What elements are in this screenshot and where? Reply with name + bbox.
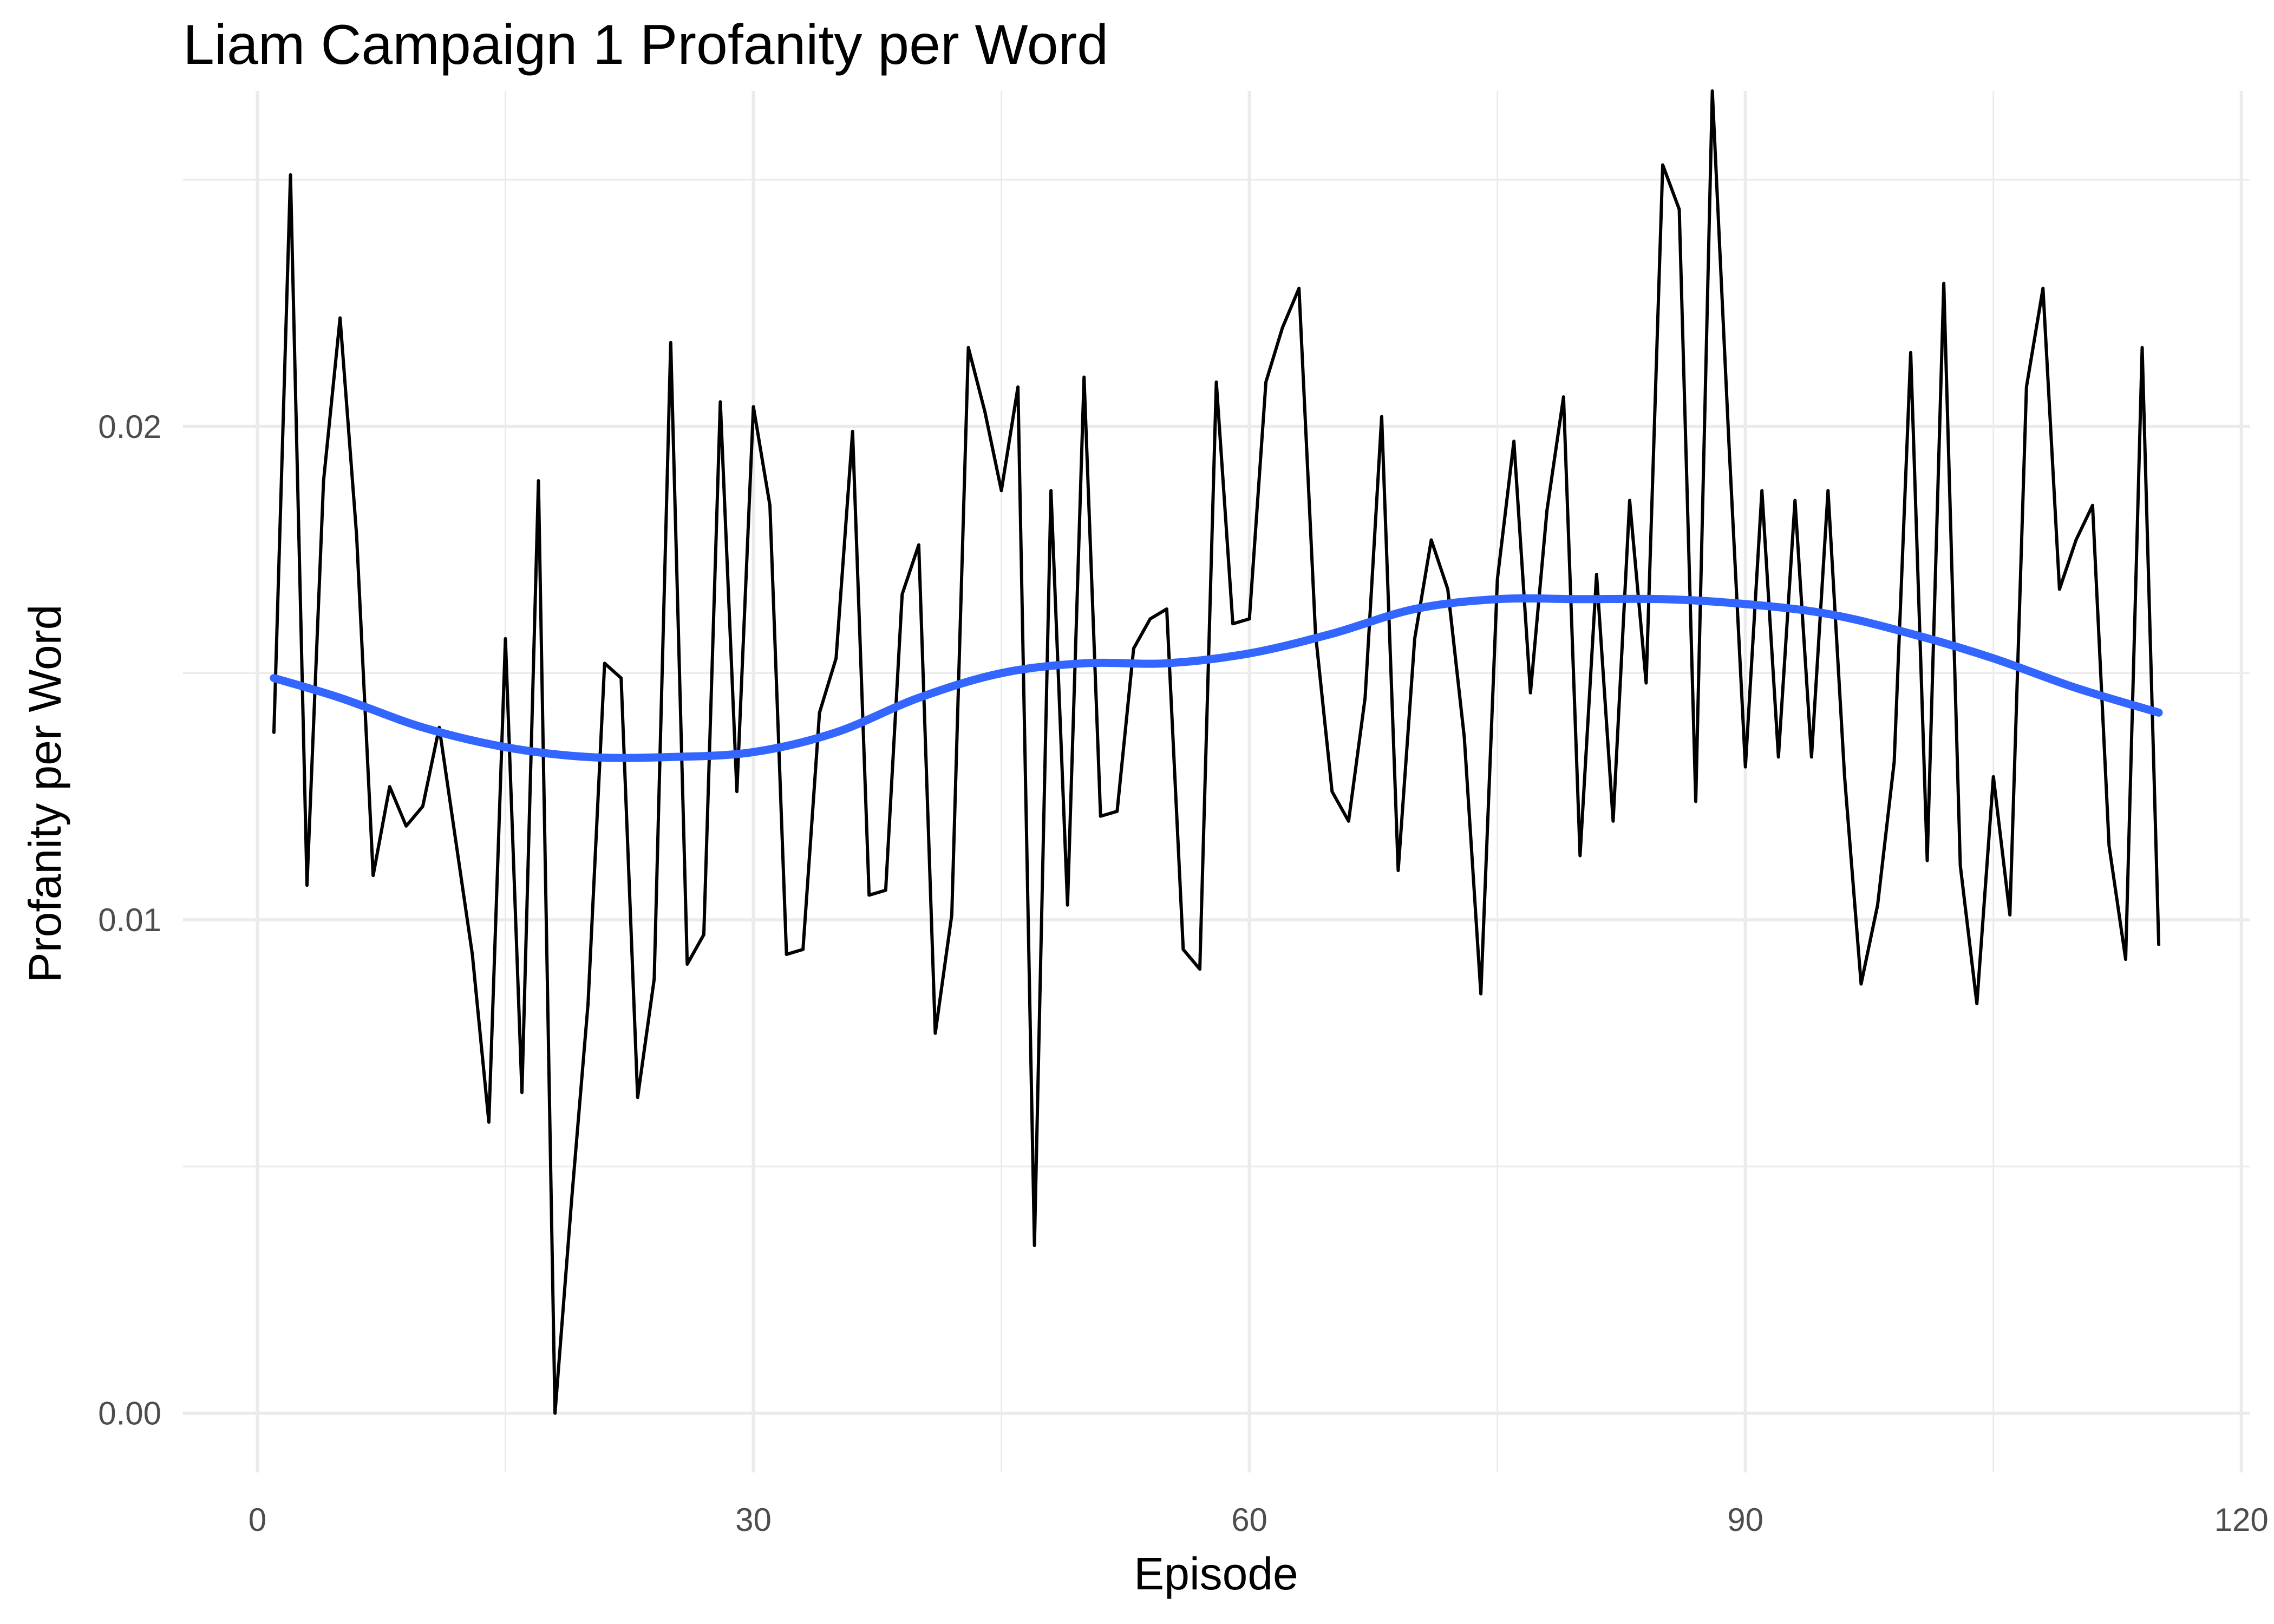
smooth-trend-line (270, 594, 2163, 762)
grid-layer (183, 91, 2250, 1472)
tick-labels: 0 30 60 90 120 0.00 0.01 0.02 (98, 409, 2269, 1538)
x-tick-label: 0 (249, 1502, 266, 1538)
profanity-line (272, 89, 2161, 1415)
y-axis-title: Profanity per Word (19, 605, 70, 983)
y-tick-label: 0.01 (98, 902, 161, 938)
x-axis-title: Episode (1134, 1548, 1298, 1599)
x-tick-label: 90 (1727, 1502, 1763, 1538)
series-layer (270, 89, 2163, 1415)
x-tick-label: 120 (2214, 1502, 2269, 1538)
y-tick-label: 0.02 (98, 409, 161, 445)
y-tick-label: 0.00 (98, 1396, 161, 1432)
x-tick-label: 60 (1231, 1502, 1267, 1538)
chart-title: Liam Campaign 1 Profanity per Word (183, 14, 1108, 76)
x-tick-label: 30 (735, 1502, 772, 1538)
